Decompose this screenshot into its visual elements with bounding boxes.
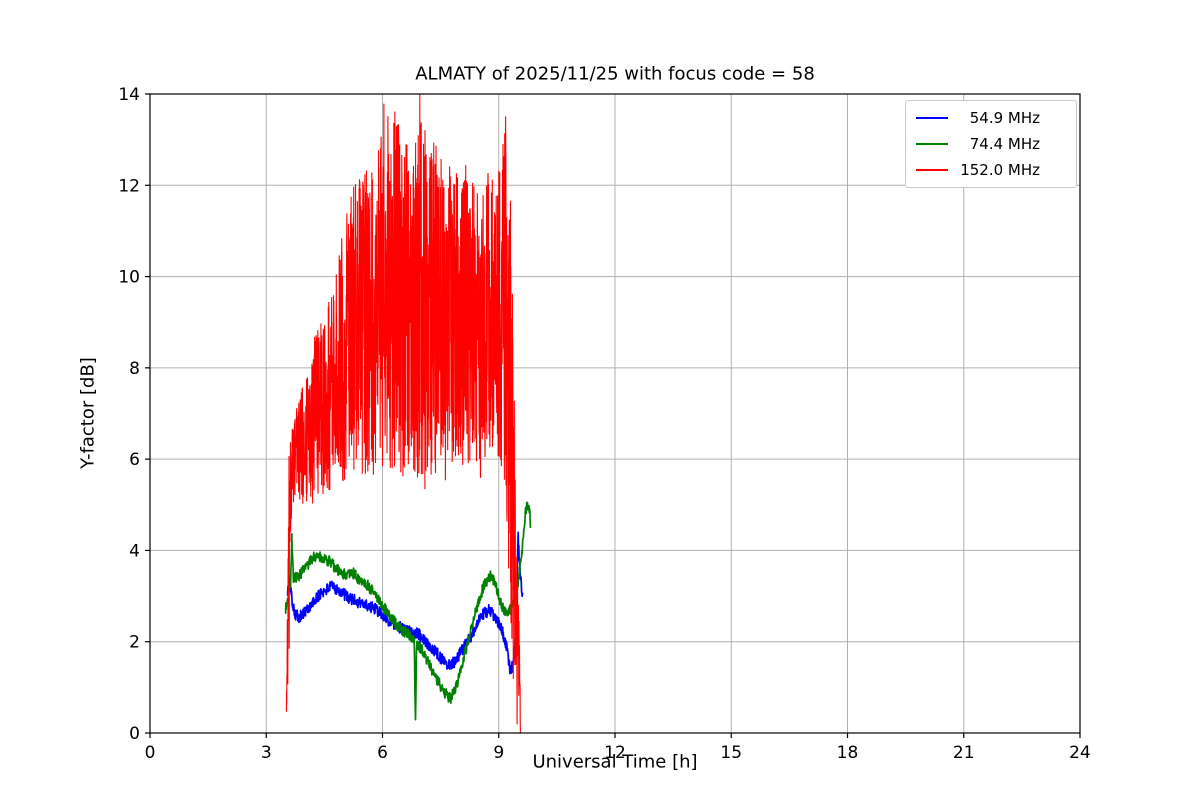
tick-marks — [145, 93, 1081, 738]
y-tick-label: 10 — [118, 268, 140, 288]
y-tick-label: 12 — [118, 176, 140, 196]
x-tick-label: 6 — [377, 743, 388, 763]
x-tick-label: 18 — [837, 743, 859, 763]
x-tick-label: 12 — [604, 743, 626, 763]
series-74.4-mhz — [284, 501, 532, 721]
legend: 54.9 MHz 74.4 MHz 152.0 MHz — [905, 100, 1077, 188]
y-tick-label: 14 — [118, 85, 140, 105]
x-tick-label: 9 — [493, 743, 504, 763]
y-tick-label: 8 — [129, 359, 140, 379]
x-tick-label: 15 — [720, 743, 742, 763]
y-tick-label: 6 — [129, 450, 140, 470]
x-tick-label: 24 — [1069, 743, 1091, 763]
series-54.9-mhz — [286, 531, 524, 675]
legend-item: 74.4 MHz — [916, 134, 1066, 154]
y-tick-label: 4 — [129, 541, 140, 561]
legend-item: 54.9 MHz — [916, 108, 1066, 128]
chart-title: ALMATY of 2025/11/25 with focus code = 5… — [415, 63, 815, 85]
series-152.0-mhz — [285, 94, 521, 733]
data-series — [284, 94, 532, 733]
legend-line-swatch — [916, 169, 948, 171]
legend-line-swatch — [916, 143, 948, 145]
legend-line-swatch — [916, 117, 948, 119]
x-axis-label: Universal Time [h] — [532, 751, 698, 773]
legend-label: 54.9 MHz — [969, 109, 1040, 127]
y-tick-label: 0 — [129, 724, 140, 744]
y-tick-label: 2 — [129, 633, 140, 653]
x-tick-label: 3 — [261, 743, 272, 763]
legend-item: 152.0 MHz — [916, 160, 1066, 180]
x-tick-label: 0 — [145, 743, 156, 763]
x-tick-label: 21 — [953, 743, 975, 763]
legend-label: 152.0 MHz — [960, 161, 1040, 179]
legend-label: 74.4 MHz — [969, 135, 1040, 153]
